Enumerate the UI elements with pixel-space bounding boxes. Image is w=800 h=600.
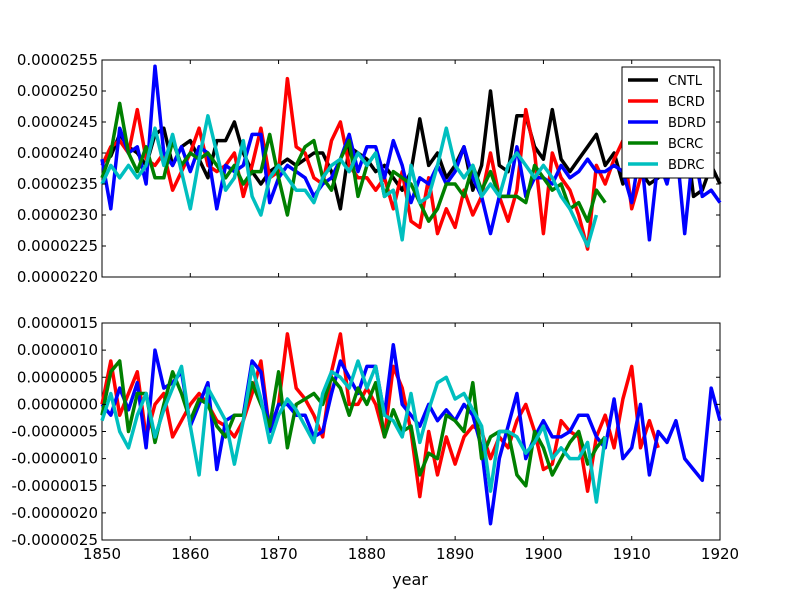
- top-ytick-label: 0.0000255: [17, 51, 98, 69]
- top-series-bcrd-line: [100, 76, 660, 251]
- bottom-ytick-label: 0.0000000: [17, 395, 98, 413]
- bottom-xtick-label: 1860: [171, 545, 209, 563]
- x-axis-label: year: [392, 570, 428, 589]
- legend-label-bcrd: BCRD: [668, 95, 705, 110]
- bottom-ytick-label: -0.0000015: [11, 477, 98, 495]
- legend: CNTL BCRD BDRD BCRC BDRC: [621, 66, 715, 179]
- bottom-xtick-label: 1910: [613, 545, 651, 563]
- legend-label-bcrc: BCRC: [668, 137, 703, 152]
- top-ytick-label: 0.0000240: [17, 144, 98, 162]
- bottom-xtick-label: 1920: [701, 545, 739, 563]
- bottom-ytick-label: -0.0000025: [11, 531, 98, 549]
- top-series-bdrc-line: [100, 114, 599, 248]
- top-panel: 0.0000220 0.0000225 0.0000230 0.0000235 0.00…: [17, 51, 722, 286]
- top-ytick-label: 0.0000230: [17, 206, 98, 224]
- bottom-series-bdrd-line: [100, 342, 722, 526]
- bottom-series-group: [100, 332, 722, 526]
- bottom-ytick-label: 0.0000005: [17, 368, 98, 386]
- bottom-ytick-label: -0.0000010: [11, 450, 98, 468]
- bottom-panel: -0.0000025 -0.0000020 -0.0000015 -0.0000010…: [11, 314, 739, 563]
- top-ytick-label: 0.0000235: [17, 175, 98, 193]
- bottom-xtick-label: 1880: [348, 545, 386, 563]
- bottom-ytick-label: 0.0000010: [17, 341, 98, 359]
- top-ytick-label: 0.0000220: [17, 268, 98, 286]
- top-ytick-label: 0.0000225: [17, 237, 98, 255]
- bottom-ytick-label: -0.0000020: [11, 504, 98, 522]
- top-series-bdrd-line: [100, 64, 722, 242]
- bottom-xtick-label: 1870: [259, 545, 297, 563]
- top-ytick-label: 0.0000245: [17, 113, 98, 131]
- bottom-ytick-label: 0.0000015: [17, 314, 98, 332]
- bottom-series-bdrc-line: [100, 359, 607, 504]
- legend-label-bdrc: BDRC: [668, 158, 704, 173]
- top-ytick-label: 0.0000250: [17, 82, 98, 100]
- legend-label-bdrd: BDRD: [668, 116, 706, 131]
- bottom-xtick-label: 1900: [524, 545, 562, 563]
- bottom-xtick-label: 1890: [436, 545, 474, 563]
- top-ticks-group: 0.0000220 0.0000225 0.0000230 0.0000235 0.00…: [17, 51, 721, 286]
- bottom-ytick-label: -0.0000005: [11, 423, 98, 441]
- top-series-bcrc-line: [100, 101, 607, 223]
- legend-label-cntl: CNTL: [668, 74, 703, 89]
- top-series-group: [100, 64, 722, 251]
- bottom-xtick-label: 1850: [83, 545, 121, 563]
- bottom-ticks-group: -0.0000025 -0.0000020 -0.0000015 -0.0000010…: [11, 314, 739, 563]
